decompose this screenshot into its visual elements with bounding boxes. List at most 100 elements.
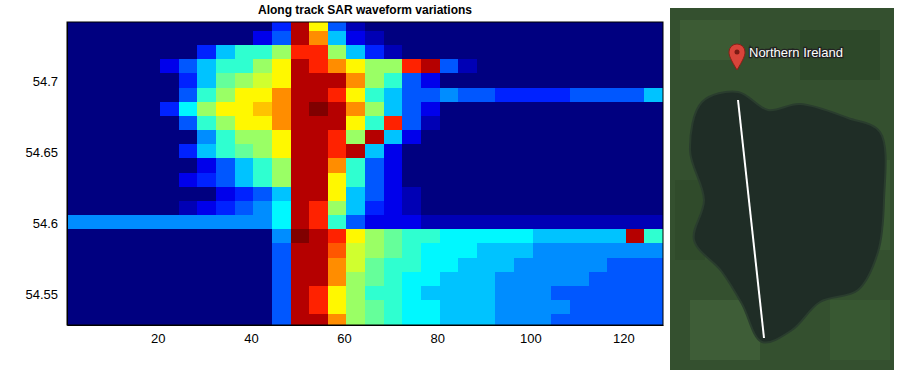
heat-cell	[626, 200, 645, 215]
heat-cell	[123, 229, 142, 244]
heat-cell	[551, 243, 570, 258]
map-pin	[729, 44, 745, 70]
canvas: Along track SAR waveform variations20406…	[0, 0, 898, 373]
heat-cell	[160, 101, 179, 116]
heat-cell	[179, 229, 198, 244]
heat-cell	[384, 229, 403, 244]
heat-cell	[235, 215, 254, 230]
heat-cell	[104, 158, 123, 173]
heat-cell	[179, 73, 198, 88]
heat-cell	[477, 101, 496, 116]
tick: 20	[151, 320, 165, 346]
heat-cell	[104, 172, 123, 187]
heat-cell	[570, 22, 589, 31]
heat-cell	[458, 101, 477, 116]
heat-cell	[216, 22, 235, 31]
heat-cell	[533, 215, 552, 230]
heat-cell	[346, 314, 365, 325]
heat-cell	[570, 172, 589, 187]
heat-cell	[477, 186, 496, 201]
lake	[690, 92, 886, 343]
heat-cell	[67, 243, 86, 258]
heat-cell	[495, 22, 514, 31]
heat-cell	[644, 144, 663, 159]
heat-cell	[123, 144, 142, 159]
heat-cell	[179, 257, 198, 272]
tick-mark	[158, 320, 159, 325]
heat-cell	[477, 30, 496, 45]
heat-cell	[421, 314, 440, 325]
heat-cell	[626, 30, 645, 45]
heat-cell	[570, 257, 589, 272]
heat-cell	[551, 101, 570, 116]
heat-cell	[86, 158, 105, 173]
heat-cell	[495, 45, 514, 60]
heat-cell	[272, 215, 291, 230]
heat-cell	[365, 243, 384, 258]
heat-cell	[514, 87, 533, 102]
heat-cell	[421, 215, 440, 230]
heat-cell	[477, 229, 496, 244]
heat-cell	[533, 229, 552, 244]
heat-cell	[123, 73, 142, 88]
heat-cell	[216, 30, 235, 45]
heat-cell	[644, 87, 663, 102]
heat-cell	[589, 285, 608, 300]
heat-cell	[421, 130, 440, 145]
heat-cell	[440, 59, 459, 74]
heat-cell	[346, 30, 365, 45]
heat-cell	[589, 101, 608, 116]
heat-cell	[142, 257, 161, 272]
heat-cell	[309, 200, 328, 215]
heat-cell	[272, 314, 291, 325]
heat-cell	[160, 172, 179, 187]
heat-cell	[197, 22, 216, 31]
plot-frame	[67, 22, 663, 325]
heat-cell	[384, 200, 403, 215]
heat-cell	[272, 22, 291, 31]
heat-cell	[309, 101, 328, 116]
heat-cell	[607, 30, 626, 45]
heat-cell	[253, 30, 272, 45]
heat-cell	[179, 59, 198, 74]
heat-cell	[589, 115, 608, 130]
heat-cell	[589, 59, 608, 74]
heat-cell	[272, 45, 291, 60]
heat-cell	[160, 186, 179, 201]
heat-cell	[86, 285, 105, 300]
heat-cell	[440, 158, 459, 173]
heat-cell	[291, 130, 310, 145]
heat-cell	[514, 300, 533, 315]
heat-cell	[179, 271, 198, 286]
heat-cell	[570, 101, 589, 116]
heat-cell	[253, 186, 272, 201]
heat-cell	[551, 300, 570, 315]
heat-cell	[253, 45, 272, 60]
heat-cell	[607, 271, 626, 286]
heat-cell	[197, 115, 216, 130]
heat-cell	[402, 45, 421, 60]
heat-cell	[328, 200, 347, 215]
heat-cell	[160, 285, 179, 300]
heat-cell	[477, 215, 496, 230]
heat-cell	[272, 271, 291, 286]
heat-cell	[291, 243, 310, 258]
heat-cell	[123, 314, 142, 325]
heat-cell	[67, 30, 86, 45]
map-ground	[670, 8, 894, 370]
heat-cell	[291, 87, 310, 102]
heat-cell	[104, 314, 123, 325]
heat-cell	[458, 144, 477, 159]
heat-cell	[570, 115, 589, 130]
heat-cell	[458, 45, 477, 60]
heat-cell	[495, 87, 514, 102]
heat-cell	[216, 186, 235, 201]
heat-cell	[365, 257, 384, 272]
heat-cell	[328, 59, 347, 74]
heat-cell	[235, 300, 254, 315]
heat-cell	[235, 22, 254, 31]
heat-cell	[458, 257, 477, 272]
heat-cell	[644, 115, 663, 130]
heat-cell	[253, 87, 272, 102]
heat-cell	[160, 271, 179, 286]
